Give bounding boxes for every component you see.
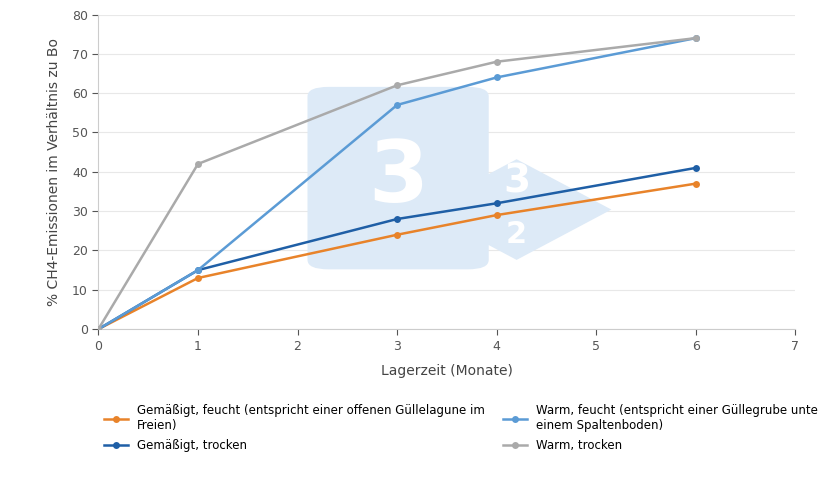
Warm, trocken — [690, 35, 700, 41]
Warm, feucht (entspricht einer Güllegrube unter
einem Spaltenboden) — [93, 326, 103, 332]
Gemäßigt, trocken — [192, 267, 202, 273]
FancyBboxPatch shape — [307, 87, 488, 269]
Warm, trocken — [391, 82, 401, 88]
Line: Gemäßigt, trocken: Gemäßigt, trocken — [95, 165, 699, 333]
Warm, feucht (entspricht einer Güllegrube unter
einem Spaltenboden) — [192, 267, 202, 273]
Gemäßigt, trocken — [93, 326, 103, 332]
Warm, feucht (entspricht einer Güllegrube unter
einem Spaltenboden) — [391, 102, 401, 108]
Warm, trocken — [491, 59, 501, 65]
X-axis label: Lagerzeit (Monate): Lagerzeit (Monate) — [381, 363, 512, 378]
Gemäßigt, trocken — [391, 216, 401, 222]
Text: 3: 3 — [502, 162, 530, 200]
Line: Gemäßigt, feucht (entspricht einer offenen Güllelagune im
Freien): Gemäßigt, feucht (entspricht einer offen… — [95, 180, 699, 333]
Gemäßigt, feucht (entspricht einer offenen Güllelagune im
Freien) — [491, 212, 501, 218]
Gemäßigt, trocken — [491, 200, 501, 206]
Text: 2: 2 — [505, 220, 527, 249]
Line: Warm, trocken: Warm, trocken — [95, 35, 699, 333]
Gemäßigt, trocken — [690, 165, 700, 171]
Gemäßigt, feucht (entspricht einer offenen Güllelagune im
Freien) — [690, 181, 700, 186]
Legend: Gemäßigt, feucht (entspricht einer offenen Güllelagune im
Freien), Gemäßigt, tro: Gemäßigt, feucht (entspricht einer offen… — [104, 404, 819, 453]
Text: 3: 3 — [368, 136, 428, 220]
Warm, trocken — [192, 161, 202, 167]
Line: Warm, feucht (entspricht einer Güllegrube unter
einem Spaltenboden): Warm, feucht (entspricht einer Güllegrub… — [95, 35, 699, 333]
Polygon shape — [421, 159, 611, 260]
Gemäßigt, feucht (entspricht einer offenen Güllelagune im
Freien) — [391, 232, 401, 238]
Y-axis label: % CH4-Emissionen im Verhältnis zu Bo: % CH4-Emissionen im Verhältnis zu Bo — [47, 38, 61, 306]
Warm, trocken — [93, 326, 103, 332]
Gemäßigt, feucht (entspricht einer offenen Güllelagune im
Freien) — [93, 326, 103, 332]
Warm, feucht (entspricht einer Güllegrube unter
einem Spaltenboden) — [690, 35, 700, 41]
Gemäßigt, feucht (entspricht einer offenen Güllelagune im
Freien) — [192, 275, 202, 281]
Warm, feucht (entspricht einer Güllegrube unter
einem Spaltenboden) — [491, 75, 501, 80]
